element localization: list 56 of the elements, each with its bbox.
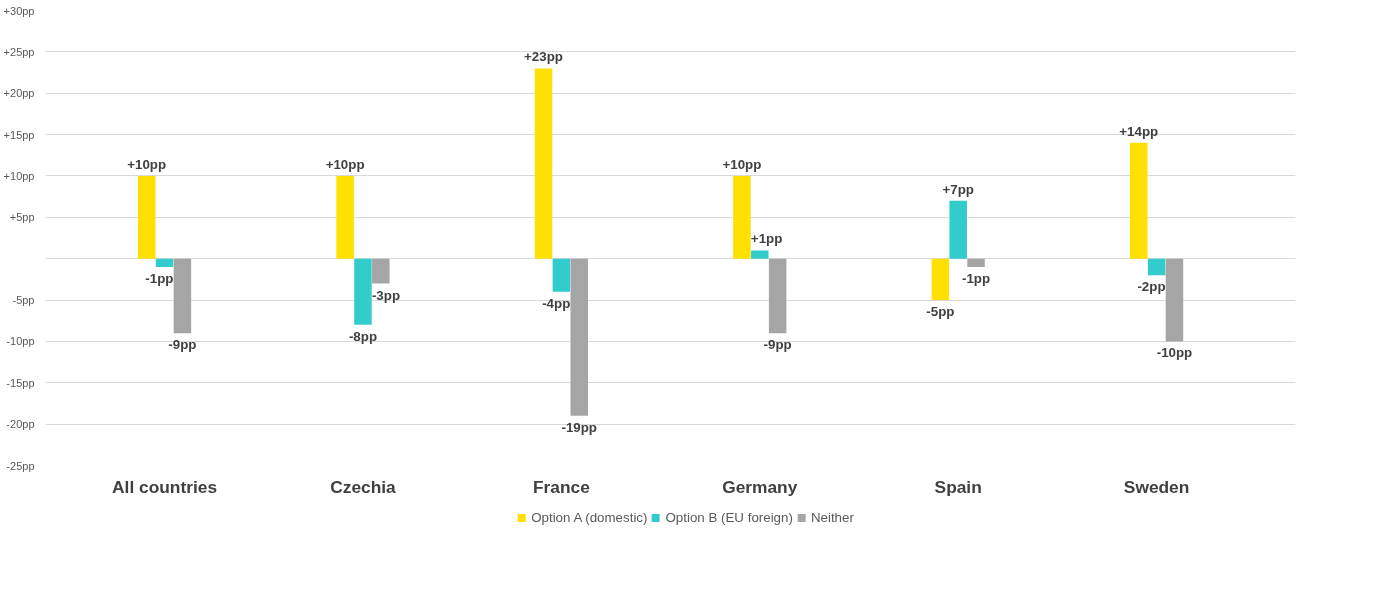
bar: [155, 258, 174, 267]
y-tick-label: -10pp: [6, 335, 35, 348]
bar: [570, 258, 588, 416]
bar: [354, 258, 372, 325]
bar: [534, 68, 553, 259]
bar: [949, 200, 967, 259]
x-tick-label: France: [532, 476, 591, 497]
bar: [1147, 258, 1166, 276]
data-label: +10pp: [325, 156, 365, 172]
x-tick-label: Spain: [934, 476, 982, 497]
data-label: +14pp: [1119, 123, 1159, 139]
bar: [733, 175, 751, 259]
data-label: -19pp: [561, 419, 597, 435]
data-label: +23pp: [524, 49, 563, 65]
y-tick-label: +20pp: [3, 87, 35, 100]
x-tick-label: Germany: [722, 476, 798, 497]
data-label: -1pp: [961, 270, 991, 286]
bar: [751, 250, 769, 259]
data-label: +10pp: [127, 156, 167, 172]
legend-label: Neither: [810, 509, 854, 525]
y-tick-label: -20pp: [6, 418, 35, 431]
bar: [372, 258, 390, 284]
bar: [552, 258, 571, 292]
data-label: -2pp: [1137, 279, 1166, 295]
data-label: -9pp: [763, 337, 792, 353]
y-tick-label: -5pp: [12, 294, 35, 307]
y-tick-label: +30pp: [3, 4, 35, 17]
bar: [931, 258, 950, 301]
data-label: +1pp: [750, 231, 783, 247]
bar: [768, 258, 787, 334]
y-tick-label: +5pp: [9, 211, 35, 224]
y-tick-label: +10pp: [3, 169, 35, 182]
bar: [1130, 142, 1148, 259]
legend-label: Option B (EU foreign): [665, 509, 793, 525]
x-tick-label: Sweden: [1123, 476, 1190, 497]
data-label: +10pp: [722, 156, 762, 172]
data-label: -1pp: [145, 270, 174, 286]
y-tick-label: -25pp: [6, 459, 35, 472]
data-label: -3pp: [371, 287, 401, 303]
bar: [336, 175, 354, 259]
legend-label: Option A (domestic): [531, 509, 648, 525]
data-label: -10pp: [1156, 345, 1193, 361]
y-tick-label: +25pp: [3, 45, 35, 58]
bar: [173, 258, 192, 334]
data-label: -4pp: [542, 295, 571, 311]
bar: [137, 175, 156, 259]
data-label: -5pp: [926, 304, 955, 320]
bar: [1165, 258, 1184, 342]
y-tick-label: -15pp: [6, 376, 35, 389]
data-label: -8pp: [348, 328, 378, 344]
bar: [967, 258, 985, 267]
data-label: +7pp: [942, 181, 974, 197]
y-tick-label: +15pp: [3, 128, 35, 141]
x-tick-label: Czechia: [330, 476, 397, 497]
x-tick-label: All countries: [112, 476, 218, 497]
data-label: -9pp: [168, 337, 197, 353]
